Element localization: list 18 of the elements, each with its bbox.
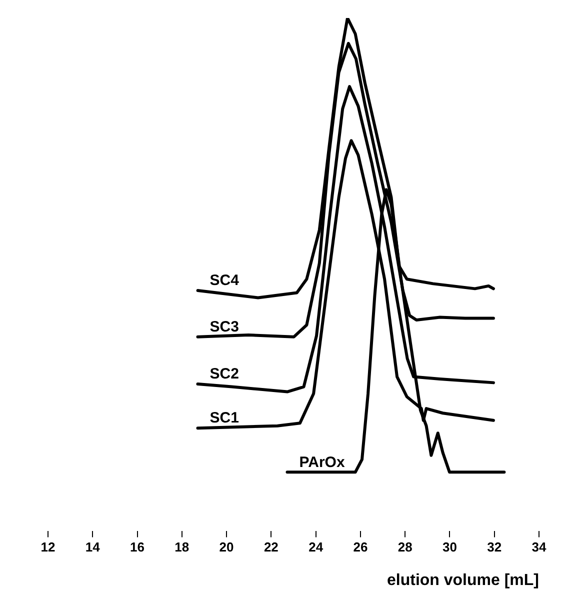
x-tick-label: 12 [40,540,56,555]
x-tick-label: 34 [532,540,547,555]
x-tick-label: 26 [353,540,368,555]
series-label: PArOx [299,454,346,471]
x-axis-title: elution volume [mL] [387,572,539,589]
x-tick-label: 14 [85,540,101,555]
x-tick-label: 20 [219,540,234,555]
x-tick-label: 32 [487,540,502,555]
x-tick-label: 18 [174,540,190,555]
x-tick-label: 28 [398,540,412,555]
series-label: SC2 [210,366,239,383]
x-tick-label: 16 [130,540,145,555]
series-label: SC4 [210,272,240,290]
x-tick-label: 30 [442,540,457,555]
x-tick-label: 24 [308,540,324,555]
x-tick-label: 22 [264,540,278,555]
series-label: SC3 [210,318,239,336]
series-label: SC1 [210,410,239,427]
